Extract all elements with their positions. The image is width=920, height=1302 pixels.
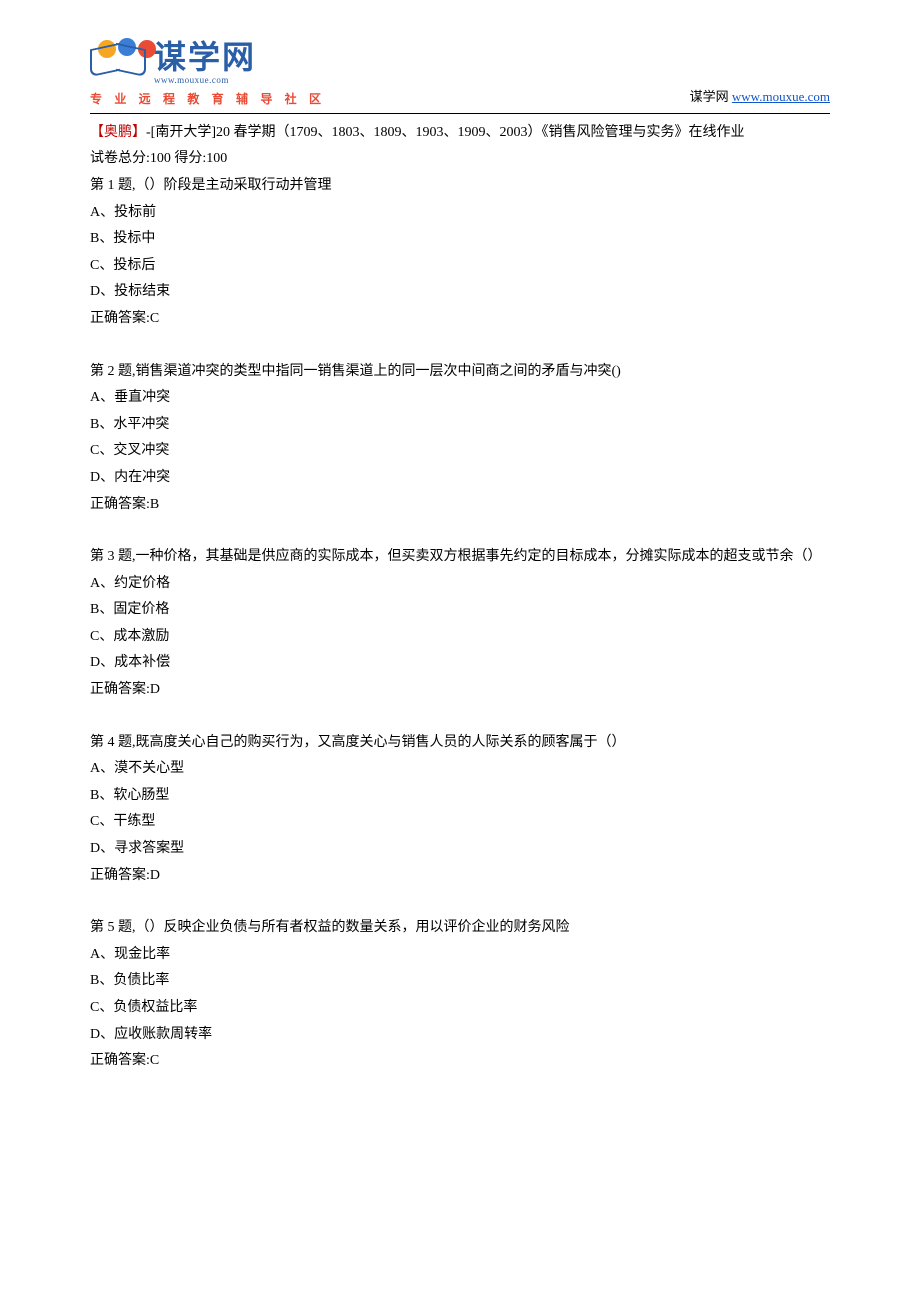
questions-container: 第 1 题,（）阶段是主动采取行动并管理A、投标前B、投标中C、投标后D、投标结… bbox=[90, 173, 830, 1075]
question-answer: 正确答案:C bbox=[90, 1048, 830, 1075]
score-line: 试卷总分:100 得分:100 bbox=[90, 146, 830, 173]
source-text: -[南开大学]20 春学期（1709、1803、1809、1903、1909、2… bbox=[146, 125, 745, 140]
question-option: B、固定价格 bbox=[90, 597, 830, 624]
question-option: D、应收账款周转率 bbox=[90, 1022, 830, 1049]
question-option: C、成本激励 bbox=[90, 624, 830, 651]
question-block: 第 3 题,一种价格，其基础是供应商的实际成本，但买卖双方根据事先约定的目标成本… bbox=[90, 544, 830, 704]
logo-block: 谋学网 www.mouxue.com 专 业 远 程 教 育 辅 导 社 区 bbox=[90, 40, 326, 111]
source-prefix: 【奥鹏】 bbox=[90, 125, 146, 140]
logo-text-cn: 谋学网 bbox=[154, 40, 256, 75]
question-title: 第 5 题,（）反映企业负债与所有者权益的数量关系，用以评价企业的财务风险 bbox=[90, 915, 830, 942]
question-option: C、干练型 bbox=[90, 809, 830, 836]
question-block: 第 1 题,（）阶段是主动采取行动并管理A、投标前B、投标中C、投标后D、投标结… bbox=[90, 173, 830, 333]
site-name-label: 谋学网 bbox=[690, 89, 729, 104]
question-option: B、水平冲突 bbox=[90, 412, 830, 439]
question-option: B、负债比率 bbox=[90, 968, 830, 995]
logo-icon bbox=[90, 40, 146, 86]
question-option: A、漠不关心型 bbox=[90, 756, 830, 783]
question-block: 第 2 题,销售渠道冲突的类型中指同一销售渠道上的同一层次中间商之间的矛盾与冲突… bbox=[90, 359, 830, 519]
question-block: 第 5 题,（）反映企业负债与所有者权益的数量关系，用以评价企业的财务风险A、现… bbox=[90, 915, 830, 1075]
question-option: C、负债权益比率 bbox=[90, 995, 830, 1022]
site-url-link[interactable]: www.mouxue.com bbox=[732, 89, 830, 104]
question-option: A、垂直冲突 bbox=[90, 385, 830, 412]
question-option: D、投标结束 bbox=[90, 279, 830, 306]
question-answer: 正确答案:C bbox=[90, 306, 830, 333]
question-title: 第 2 题,销售渠道冲突的类型中指同一销售渠道上的同一层次中间商之间的矛盾与冲突… bbox=[90, 359, 830, 386]
question-answer: 正确答案:D bbox=[90, 863, 830, 890]
question-option: A、投标前 bbox=[90, 200, 830, 227]
exam-intro: 【奥鹏】-[南开大学]20 春学期（1709、1803、1809、1903、19… bbox=[90, 120, 830, 173]
logo-tagline: 专 业 远 程 教 育 辅 导 社 区 bbox=[90, 88, 326, 111]
question-title: 第 4 题,既高度关心自己的购买行为，又高度关心与销售人员的人际关系的顾客属于（… bbox=[90, 730, 830, 757]
question-option: C、交叉冲突 bbox=[90, 438, 830, 465]
header-divider bbox=[90, 113, 830, 114]
question-option: A、现金比率 bbox=[90, 942, 830, 969]
question-option: B、投标中 bbox=[90, 226, 830, 253]
question-option: C、投标后 bbox=[90, 253, 830, 280]
question-option: B、软心肠型 bbox=[90, 783, 830, 810]
question-block: 第 4 题,既高度关心自己的购买行为，又高度关心与销售人员的人际关系的顾客属于（… bbox=[90, 730, 830, 890]
question-answer: 正确答案:D bbox=[90, 677, 830, 704]
question-option: A、约定价格 bbox=[90, 571, 830, 598]
question-answer: 正确答案:B bbox=[90, 492, 830, 519]
question-option: D、内在冲突 bbox=[90, 465, 830, 492]
header-right-link: 谋学网 www.mouxue.com bbox=[690, 85, 830, 111]
logo-text-url: www.mouxue.com bbox=[154, 76, 256, 86]
page-header: 谋学网 www.mouxue.com 专 业 远 程 教 育 辅 导 社 区 谋… bbox=[90, 40, 830, 111]
question-title: 第 3 题,一种价格，其基础是供应商的实际成本，但买卖双方根据事先约定的目标成本… bbox=[90, 544, 830, 571]
question-option: D、成本补偿 bbox=[90, 650, 830, 677]
question-title: 第 1 题,（）阶段是主动采取行动并管理 bbox=[90, 173, 830, 200]
question-option: D、寻求答案型 bbox=[90, 836, 830, 863]
